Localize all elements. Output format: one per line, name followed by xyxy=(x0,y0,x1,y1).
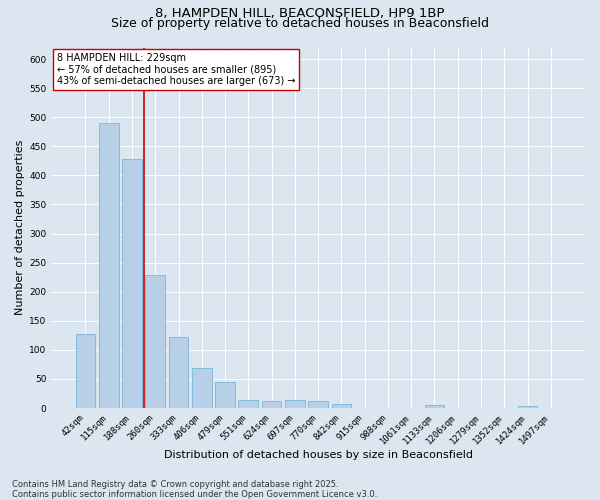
Bar xyxy=(145,276,165,408)
Bar xyxy=(262,401,281,408)
Bar xyxy=(169,337,188,408)
Bar xyxy=(518,406,538,408)
Bar xyxy=(332,404,352,408)
Bar xyxy=(238,400,258,408)
Bar xyxy=(99,123,119,408)
Text: Contains HM Land Registry data © Crown copyright and database right 2025.
Contai: Contains HM Land Registry data © Crown c… xyxy=(12,480,377,499)
Bar xyxy=(76,334,95,408)
Text: 8, HAMPDEN HILL, BEACONSFIELD, HP9 1BP: 8, HAMPDEN HILL, BEACONSFIELD, HP9 1BP xyxy=(155,8,445,20)
Text: Size of property relative to detached houses in Beaconsfield: Size of property relative to detached ho… xyxy=(111,18,489,30)
Text: 8 HAMPDEN HILL: 229sqm
← 57% of detached houses are smaller (895)
43% of semi-de: 8 HAMPDEN HILL: 229sqm ← 57% of detached… xyxy=(56,53,295,86)
X-axis label: Distribution of detached houses by size in Beaconsfield: Distribution of detached houses by size … xyxy=(164,450,473,460)
Bar xyxy=(425,405,445,408)
Y-axis label: Number of detached properties: Number of detached properties xyxy=(15,140,25,316)
Bar xyxy=(215,382,235,408)
Bar xyxy=(308,401,328,408)
Bar xyxy=(192,368,212,408)
Bar xyxy=(122,159,142,408)
Bar xyxy=(285,400,305,408)
